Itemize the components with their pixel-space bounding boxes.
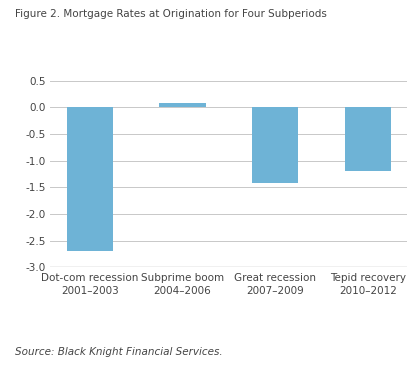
Text: Source: Black Knight Financial Services.: Source: Black Knight Financial Services. <box>15 347 222 357</box>
Text: Figure 2. Mortgage Rates at Origination for Four Subperiods: Figure 2. Mortgage Rates at Origination … <box>15 9 327 19</box>
Bar <box>159 104 206 107</box>
Bar <box>67 107 113 251</box>
Bar <box>252 107 299 183</box>
Bar <box>345 107 391 171</box>
